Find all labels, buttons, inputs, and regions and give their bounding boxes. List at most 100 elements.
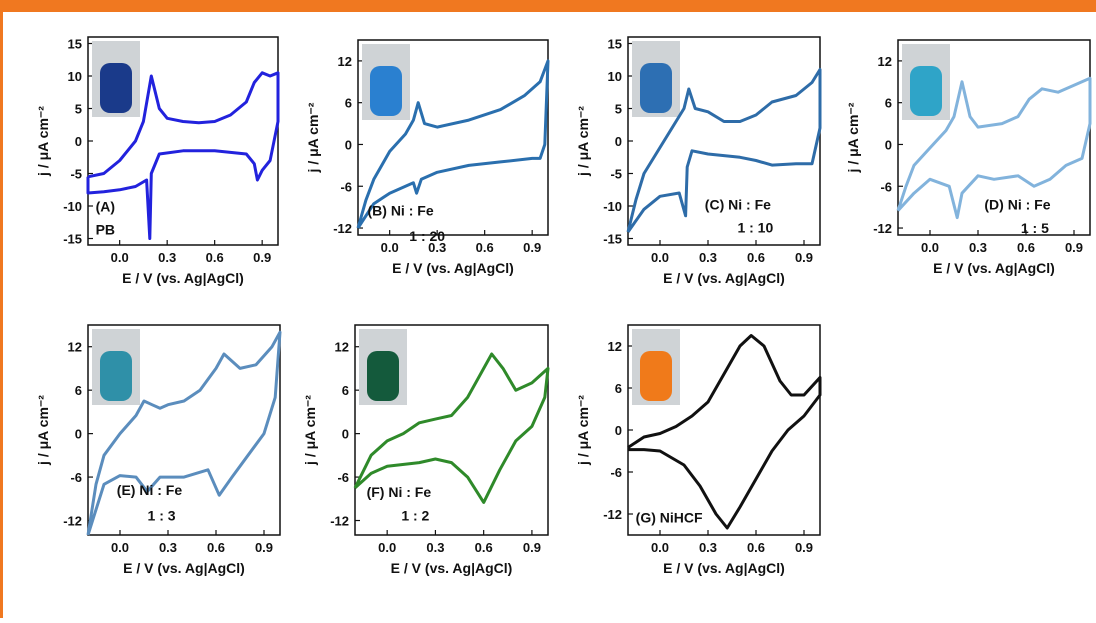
annotation: (F) Ni : Fe	[367, 484, 432, 500]
x-tick-label: 0.6	[476, 240, 494, 255]
y-tick-label: 12	[878, 54, 892, 69]
y-tick-label: -10	[603, 199, 622, 214]
plot-frame	[354, 324, 549, 536]
x-tick-label: 0.9	[253, 250, 271, 265]
y-axis-label: j / μA cm⁻²	[575, 106, 591, 177]
cv-curve	[353, 352, 550, 504]
vial-liquid	[640, 63, 672, 113]
y-tick-label: -6	[337, 470, 349, 485]
panel: 0.0 0.3 0.6 0.9 -12 -6 0 6 12 E / V (vs. Ag|AgCl)…	[575, 324, 822, 576]
x-axis-label: E / V (vs. Ag|AgCl)	[933, 260, 1055, 276]
y-tick-label: 0	[885, 137, 892, 152]
panel: 0.0 0.3 0.6 0.9 -12 -6 0 6 12 E / V (vs. Ag|AgCl)…	[845, 39, 1092, 276]
annotation: (A)	[96, 199, 115, 215]
x-tick-label: 0.0	[111, 540, 129, 555]
vial-liquid	[367, 351, 399, 401]
x-axis-label: E / V (vs. Ag|AgCl)	[122, 270, 244, 286]
x-tick-label: 0.3	[426, 540, 444, 555]
x-tick-label: 0.0	[921, 240, 939, 255]
cv-curve	[356, 59, 550, 229]
x-tick-label: 0.9	[255, 540, 273, 555]
y-tick-label: 0	[75, 427, 82, 442]
y-tick-label: 6	[615, 381, 622, 396]
x-tick-label: 0.6	[1017, 240, 1035, 255]
x-tick-label: 0.9	[523, 540, 541, 555]
annotation: (G) NiHCF	[636, 509, 703, 525]
y-axis-label: j / μA cm⁻²	[35, 395, 51, 466]
x-axis-label: E / V (vs. Ag|AgCl)	[391, 560, 513, 576]
vial-liquid	[640, 351, 672, 401]
cv-curve	[86, 71, 280, 240]
panel: 0.0 0.3 0.6 0.9 -12 -6 0 6 12 E / V (vs. Ag|AgCl)…	[305, 39, 550, 276]
y-tick-label: -10	[63, 199, 82, 214]
y-tick-label: -5	[70, 167, 82, 182]
annotation: 1 : 10	[737, 220, 773, 236]
y-axis-label: j / μA cm⁻²	[575, 395, 591, 466]
y-tick-label: 10	[608, 69, 622, 84]
y-tick-label: 0	[345, 137, 352, 152]
x-tick-label: 0.0	[651, 250, 669, 265]
y-tick-label: -6	[880, 179, 892, 194]
y-tick-label: 6	[345, 96, 352, 111]
y-axis-label: j / μA cm⁻²	[305, 102, 321, 173]
panel: 0.0 0.3 0.6 0.9 -12 -6 0 6 12 E / V (vs. Ag|AgCl)…	[35, 324, 282, 576]
y-tick-label: -6	[610, 465, 622, 480]
y-tick-label: -12	[63, 514, 82, 529]
x-tick-label: 0.9	[795, 250, 813, 265]
y-tick-label: 6	[342, 383, 349, 398]
annotation: (C) Ni : Fe	[705, 197, 771, 213]
y-tick-label: -12	[603, 507, 622, 522]
x-axis-label: E / V (vs. Ag|AgCl)	[663, 270, 785, 286]
x-tick-label: 0.6	[747, 540, 765, 555]
x-axis-label: E / V (vs. Ag|AgCl)	[123, 560, 245, 576]
y-tick-label: -12	[330, 514, 349, 529]
panel: 0.0 0.3 0.6 0.9 -12 -6 0 6 12 E / V (vs. Ag|AgCl)…	[302, 324, 550, 576]
x-axis-label: E / V (vs. Ag|AgCl)	[663, 560, 785, 576]
y-tick-label: 15	[68, 37, 82, 52]
plot-frame	[87, 324, 281, 536]
y-tick-label: 10	[68, 69, 82, 84]
y-tick-label: 0	[615, 423, 622, 438]
annotation: 1 : 3	[148, 507, 176, 523]
panel: 0.0 0.3 0.6 0.9 -15 -10 -5 0 5 10 15 E / V (vs. Ag|…	[35, 36, 280, 286]
y-tick-label: -6	[70, 470, 82, 485]
y-tick-label: 0	[75, 134, 82, 149]
cv-curve	[626, 68, 822, 233]
y-tick-label: -12	[333, 221, 352, 236]
y-tick-label: 12	[608, 339, 622, 354]
x-tick-label: 0.3	[699, 250, 717, 265]
x-tick-label: 0.3	[428, 240, 446, 255]
y-tick-label: 6	[75, 383, 82, 398]
y-tick-label: 0	[615, 134, 622, 149]
x-tick-label: 0.0	[381, 240, 399, 255]
x-tick-label: 0.0	[651, 540, 669, 555]
y-tick-label: 12	[68, 340, 82, 355]
cv-curve	[896, 76, 1092, 220]
y-tick-label: 12	[335, 340, 349, 355]
x-tick-label: 0.3	[699, 540, 717, 555]
x-tick-label: 0.9	[795, 540, 813, 555]
top-border	[0, 0, 1096, 12]
y-axis-label: j / μA cm⁻²	[845, 102, 861, 173]
y-tick-label: 15	[608, 37, 622, 52]
x-tick-label: 0.9	[1065, 240, 1083, 255]
panel: 0.0 0.3 0.6 0.9 -15 -10 -5 0 5 10 15 E / V (vs. Ag|…	[575, 36, 822, 286]
annotation: 1 : 2	[401, 507, 429, 523]
x-axis-label: E / V (vs. Ag|AgCl)	[392, 260, 514, 276]
annotation: 1 : 20	[409, 228, 445, 244]
x-tick-label: 0.3	[159, 540, 177, 555]
cv-curve	[86, 330, 282, 536]
x-tick-label: 0.0	[378, 540, 396, 555]
x-tick-label: 0.3	[158, 250, 176, 265]
y-tick-label: -5	[610, 167, 622, 182]
cv-curve	[627, 334, 822, 530]
annotation: 1 : 5	[1021, 220, 1049, 236]
y-tick-label: 12	[338, 54, 352, 69]
annotation: (B) Ni : Fe	[368, 203, 434, 219]
annotation: (E) Ni : Fe	[117, 482, 183, 498]
y-tick-label: 0	[342, 427, 349, 442]
x-tick-label: 0.6	[747, 250, 765, 265]
annotation: PB	[96, 222, 115, 238]
